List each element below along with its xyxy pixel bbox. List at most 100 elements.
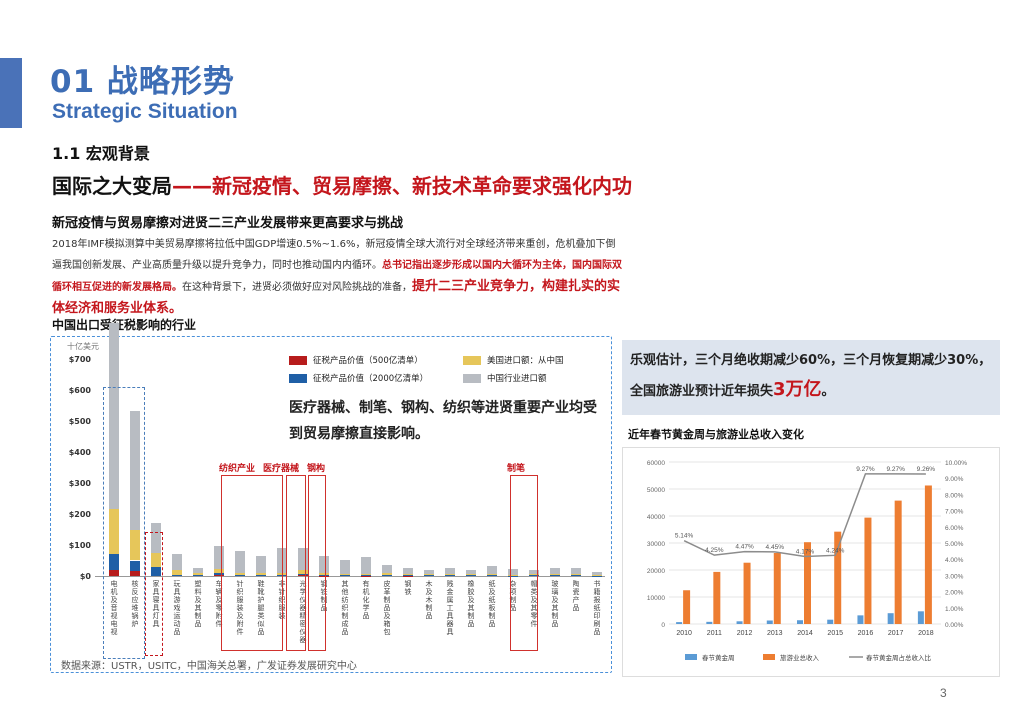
bar-4-2 xyxy=(193,575,203,576)
estimate-figure: 3万亿 xyxy=(773,379,822,400)
category-label: 针织服装及附件 xyxy=(236,580,244,636)
paragraph-text-1: 2018年IMF模拟测算中美贸易摩擦将拉低中国GDP增速0.5%~1.6%，新冠… xyxy=(52,239,616,271)
bar-16-2 xyxy=(445,575,455,576)
legend-swatch xyxy=(463,356,481,365)
legend-item: 征税产品价值（500亿清单） xyxy=(289,354,423,366)
category-label: 皮革制品及箱包 xyxy=(383,580,391,636)
bar-10-1 xyxy=(319,572,329,575)
y-tick-label: $100 xyxy=(68,541,91,550)
paragraph-text-2: 在这种背景下，进贤必须做好应对风险挑战的准备， xyxy=(182,282,412,293)
dashed-highlight-box xyxy=(103,387,145,659)
title-accent-bar xyxy=(0,58,22,128)
legend-label: 春节黄金周 xyxy=(702,653,735,662)
bar-9-1 xyxy=(298,570,308,574)
category-label: 玩具游戏运动品 xyxy=(173,580,181,636)
category-label: 贱金属工具器具 xyxy=(446,580,454,636)
total-revenue-bar xyxy=(773,552,781,624)
y-right-tick: 9.00% xyxy=(945,476,964,483)
bar-15-0 xyxy=(424,569,434,575)
headline: 国际之大变局——新冠疫情、贸易摩擦、新技术革命要求强化内功 xyxy=(52,170,632,199)
bar-9-3 xyxy=(298,575,308,576)
y-right-tick: 7.00% xyxy=(945,509,964,516)
bar-20-0 xyxy=(529,569,539,575)
bar-7-1 xyxy=(256,572,266,576)
x-tick-label: 2010 xyxy=(676,630,692,637)
bar-12-0 xyxy=(361,557,371,574)
bar-23-0 xyxy=(592,571,602,576)
highlight-box-textile xyxy=(221,475,283,651)
y-tick-label: $400 xyxy=(68,448,91,457)
highlight-label-pen: 制笔 xyxy=(507,464,526,474)
legend-item: 中国行业进口额 xyxy=(463,372,547,384)
bar-2-2 xyxy=(151,566,161,576)
bar-1-0 xyxy=(130,411,140,531)
legend-swatch xyxy=(289,356,307,365)
y-left-tick: 10000 xyxy=(647,595,665,602)
data-source: 数据来源：USTR，USITC，中国海关总署，广发证券发展研究中心 xyxy=(61,661,357,672)
bar-21-1 xyxy=(550,574,560,576)
ratio-data-label: 4.47% xyxy=(735,544,754,551)
y-left-tick: 60000 xyxy=(647,460,665,467)
category-label: 帽类及其零件 xyxy=(530,580,538,628)
bar-0-2 xyxy=(109,554,119,570)
bar-14-0 xyxy=(403,568,413,575)
category-label: 钢铁制品 xyxy=(320,580,328,612)
left-chart-title: 中国出口受征税影响的行业 xyxy=(52,318,197,332)
category-label: 陶瓷产品 xyxy=(572,580,580,612)
legend-swatch xyxy=(463,374,481,383)
legend-label: 中国行业进口额 xyxy=(487,374,547,384)
category-label: 鞋靴护腿类似品 xyxy=(257,580,265,636)
headline-black: 国际之大变局 xyxy=(52,174,172,198)
x-tick-label: 2012 xyxy=(737,630,753,637)
y-right-tick: 0.00% xyxy=(945,622,964,629)
bar-3-0 xyxy=(172,554,182,571)
bar-1-2 xyxy=(130,560,140,572)
bar-0-3 xyxy=(109,569,119,576)
y-right-tick: 5.00% xyxy=(945,541,964,548)
section-heading: 1.1 宏观背景 xyxy=(52,144,150,163)
bar-19-1 xyxy=(508,575,518,576)
highlight-label-medical: 医疗器械 xyxy=(263,464,300,474)
y-left-tick: 0 xyxy=(661,622,665,629)
body-paragraph: 2018年IMF模拟测算中美贸易摩擦将拉低中国GDP增速0.5%~1.6%，新冠… xyxy=(52,234,622,320)
gold-week-bar xyxy=(676,622,683,624)
bar-1-3 xyxy=(130,571,140,576)
gold-week-bar xyxy=(766,620,773,624)
bar-23-1 xyxy=(592,575,602,576)
category-label: 光学仪器精密仪器 xyxy=(299,580,307,644)
x-tick-label: 2016 xyxy=(858,630,874,637)
ratio-data-label: 9.27% xyxy=(886,466,905,473)
page-title: 01 战略形势 xyxy=(50,64,235,100)
bar-18-2 xyxy=(487,575,497,576)
bar-9-0 xyxy=(298,547,308,571)
legend-label: 春节黄金周占总收入比 xyxy=(866,653,932,662)
legend-item: 征税产品价值（2000亿清单） xyxy=(289,372,428,384)
total-revenue-bar xyxy=(894,500,902,624)
category-label: 其他纺织制成品 xyxy=(341,580,349,636)
y-right-tick: 2.00% xyxy=(945,590,964,597)
x-tick-label: 2015 xyxy=(827,630,843,637)
bar-7-2 xyxy=(256,575,266,576)
bar-3-2 xyxy=(172,575,182,576)
gold-week-bar xyxy=(917,611,924,624)
bar-14-2 xyxy=(403,575,413,576)
highlight-box-steel xyxy=(308,475,326,651)
y-right-tick: 10.00% xyxy=(945,460,967,467)
y-right-tick: 3.00% xyxy=(945,573,964,580)
ratio-data-label: 5.14% xyxy=(675,533,694,540)
bar-6-1 xyxy=(235,572,245,576)
category-label: 纸及纸板制品 xyxy=(488,580,496,628)
category-label: 核反应堆锅炉 xyxy=(131,580,139,628)
bar-18-1 xyxy=(487,574,497,576)
bar-6-2 xyxy=(235,575,245,576)
bar-3-1 xyxy=(172,570,182,576)
highlight-box-medical xyxy=(286,475,306,651)
estimate-text: 乐观估计，三个月绝收期减少60%，三个月恢复期减少30%，全国旅游业预计近年损失… xyxy=(630,346,994,406)
bar-2-1 xyxy=(151,552,161,567)
category-label: 家具寝具灯具 xyxy=(152,580,160,628)
bar-5-1 xyxy=(214,568,224,573)
total-revenue-bar xyxy=(713,571,721,624)
page-subtitle-english: Strategic Situation xyxy=(52,100,238,123)
estimate-main: 乐观估计，三个月绝收期减少60%，三个月恢复期减少30%，全国旅游业预计近年损失 xyxy=(630,353,992,399)
legend-swatch xyxy=(289,374,307,383)
